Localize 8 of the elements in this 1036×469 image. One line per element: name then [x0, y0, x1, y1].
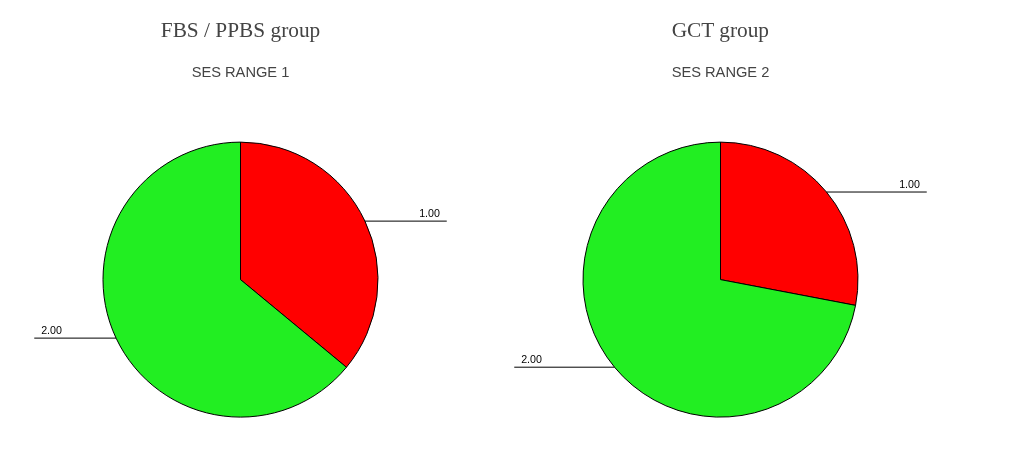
slice-label: 2.00	[41, 324, 62, 336]
chart-title: GCT group	[671, 17, 769, 42]
chart-title: FBS / PPBS group	[160, 17, 321, 42]
slice-label: 1.00	[419, 206, 440, 219]
chart-subtitle: SES RANGE 2	[671, 63, 770, 80]
slice-label: 2.00	[521, 353, 542, 366]
slice-label: 1.00	[899, 177, 920, 190]
chart-subtitle: SES RANGE 1	[191, 63, 290, 80]
